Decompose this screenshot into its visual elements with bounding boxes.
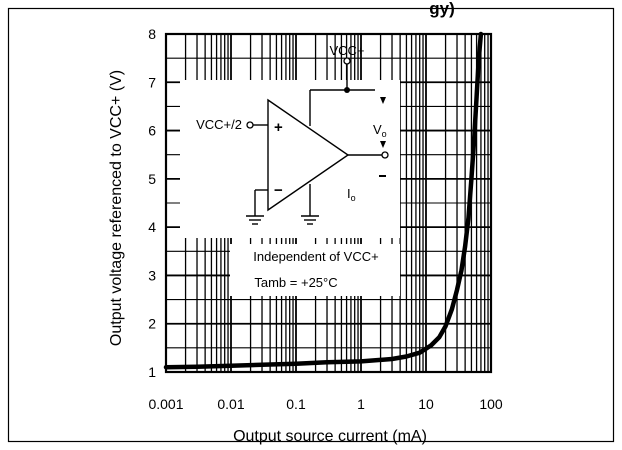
supply-terminal <box>343 57 351 65</box>
output-voltage-label: Vo <box>373 122 387 139</box>
x-tick-label: 0.1 <box>286 396 306 412</box>
y-tick-labels: 1 2 3 4 5 6 7 8 <box>148 26 156 380</box>
x-tick-label: 0.01 <box>217 396 244 412</box>
y-tick-label: 7 <box>148 74 156 90</box>
y-tick-label: 5 <box>148 171 156 187</box>
plot-border <box>164 32 493 374</box>
x-axis-label: Output source current (mA) <box>233 428 427 445</box>
curve-layer <box>163 31 484 370</box>
x-tick-label: 100 <box>479 396 503 412</box>
y-tick-label: 6 <box>148 123 156 139</box>
y-tick-label: 4 <box>148 219 156 235</box>
input-label: VCC+/2 <box>196 117 242 132</box>
supply-label: VCC+ <box>329 43 364 58</box>
output-current-label: Io <box>347 186 356 203</box>
top-arrow-marker <box>380 97 386 104</box>
series-line <box>163 31 484 370</box>
plus-sign: + <box>274 119 283 136</box>
minus-sign: − <box>274 182 283 199</box>
supply-junction-dot <box>344 87 350 93</box>
annotation-background <box>230 244 400 296</box>
x-tick-label: 10 <box>418 396 434 412</box>
vo-arrow-marker <box>380 141 386 148</box>
schematic-background <box>180 80 400 238</box>
x-tick-label: 1 <box>357 396 365 412</box>
x-tick-label: 0.001 <box>148 396 183 412</box>
op-amp-schematic: VCC+ VCC+/2 + − Vo Io <box>180 43 400 238</box>
y-axis-label: Output voltage referenced to VCC+ (V) <box>108 70 125 346</box>
input-terminal <box>246 121 254 129</box>
y-tick-label: 2 <box>148 316 156 332</box>
y-tick-label: 1 <box>148 364 156 380</box>
y-tick-label: 8 <box>148 26 156 42</box>
annotation-independent: Independent of VCC+ <box>253 249 378 264</box>
top-title-fragment: gy) <box>429 0 455 18</box>
output-terminal <box>381 151 389 159</box>
y-tick-label: 3 <box>148 267 156 283</box>
op-amp-triangle <box>267 98 350 212</box>
figure-frame <box>7 7 615 443</box>
plot-area-border <box>164 32 493 374</box>
annotation-temperature: Tamb = +25°C <box>254 275 337 290</box>
x-tick-labels: 0.001 0.01 0.1 1 10 100 <box>148 396 502 412</box>
